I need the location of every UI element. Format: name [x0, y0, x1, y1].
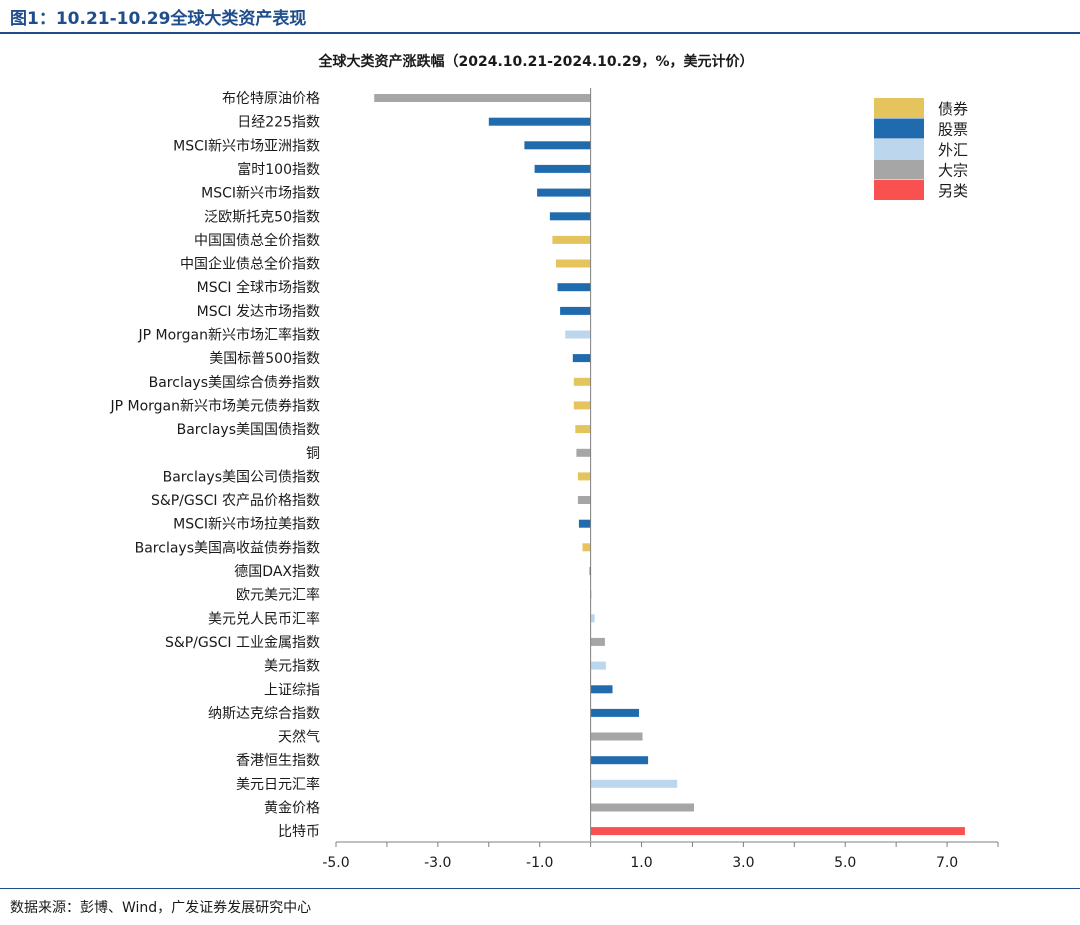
bar	[590, 827, 965, 836]
bottom-rule	[0, 888, 1080, 889]
category-label: Barclays美国高收益债券指数	[135, 539, 320, 556]
category-label: S&P/GSCI 工业金属指数	[165, 635, 320, 651]
legend-swatch	[874, 98, 924, 118]
category-label: 布伦特原油价格	[222, 91, 320, 107]
figure-title: 图1：10.21-10.29全球大类资产表现	[10, 9, 307, 29]
category-label: JP Morgan新兴市场汇率指数	[137, 327, 320, 344]
x-axis: -5.0 -3.0 -1.0 1.0 3.0 5.0 7.0	[322, 88, 999, 871]
category-label: 美国标普500指数	[209, 351, 320, 367]
x-tick-label: 5.0	[834, 855, 856, 871]
chart-title: 全球大类资产涨跌幅（2024.10.21-2024.10.29，%，美元计价）	[318, 53, 754, 70]
category-label: 中国企业债总全价指数	[180, 256, 320, 273]
category-label: MSCI新兴市场指数	[201, 185, 320, 202]
bar	[590, 637, 605, 646]
bar	[549, 212, 591, 221]
bar	[557, 283, 591, 292]
bar	[578, 519, 591, 528]
legend-swatch	[874, 139, 924, 159]
x-tick-label: 3.0	[732, 855, 754, 871]
bar	[552, 235, 591, 244]
bars-layer	[374, 94, 965, 836]
bar-chart: 全球大类资产涨跌幅（2024.10.21-2024.10.29，%，美元计价） …	[109, 53, 999, 871]
bar	[577, 472, 591, 481]
category-label: 上证综指	[264, 682, 320, 698]
category-label: 泛欧斯托克50指数	[204, 209, 320, 225]
bar	[573, 401, 591, 410]
category-label: 天然气	[278, 729, 320, 746]
bar	[577, 496, 591, 504]
bar	[534, 164, 591, 173]
category-label: 富时100指数	[237, 161, 320, 178]
bar	[576, 448, 591, 457]
legend-label: 大宗	[938, 162, 968, 180]
category-label: 日经225指数	[237, 115, 320, 131]
bar	[590, 732, 643, 741]
category-label: Barclays美国公司债指数	[163, 469, 320, 485]
bar	[590, 756, 649, 765]
legend-label: 股票	[938, 121, 968, 139]
x-tick-label: -3.0	[424, 855, 451, 871]
bar	[524, 141, 591, 150]
category-label: 黄金价格	[264, 800, 320, 817]
legend-label: 另类	[938, 182, 968, 200]
category-label: 比特币	[278, 824, 320, 840]
bar	[589, 567, 591, 575]
bar	[488, 117, 591, 126]
bar	[590, 661, 606, 670]
x-tick-label: -1.0	[526, 855, 553, 871]
x-tick-label: 7.0	[936, 855, 958, 871]
top-rule	[0, 32, 1080, 34]
category-label: MSCI 发达市场指数	[197, 303, 320, 320]
source-note: 数据来源：彭博、Wind，广发证券发展研究中心	[10, 900, 312, 916]
category-label: 美元日元汇率	[236, 776, 320, 793]
bar	[556, 259, 591, 268]
legend-label: 债券	[938, 100, 968, 118]
bar	[590, 803, 694, 812]
category-label: 香港恒生指数	[236, 753, 320, 769]
legend-swatch	[874, 118, 924, 139]
bar	[565, 330, 591, 339]
legend-swatch	[874, 180, 924, 200]
category-label: Barclays美国综合债券指数	[149, 375, 320, 391]
bar	[374, 94, 591, 102]
bar	[590, 685, 613, 694]
bar	[537, 188, 591, 197]
bar	[590, 708, 639, 717]
bar	[582, 543, 591, 552]
bar	[573, 377, 591, 386]
category-label: 铜	[306, 446, 320, 462]
x-tick-label: -5.0	[322, 855, 349, 871]
legend-swatch	[874, 159, 924, 180]
category-label: MSCI新兴市场拉美指数	[173, 516, 320, 533]
category-label: 美元兑人民币汇率	[208, 610, 320, 627]
bar	[590, 779, 678, 788]
category-label: JP Morgan新兴市场美元债券指数	[109, 397, 320, 414]
category-label: MSCI 全球市场指数	[197, 279, 320, 296]
category-label: MSCI新兴市场亚洲指数	[173, 137, 320, 154]
category-label: 美元指数	[264, 659, 320, 675]
bar	[560, 306, 591, 315]
category-label: S&P/GSCI 农产品价格指数	[151, 493, 320, 509]
category-label: Barclays美国国债指数	[177, 422, 320, 438]
x-tick-label: 1.0	[630, 855, 652, 871]
bar	[575, 425, 591, 434]
legend-label: 外汇	[938, 141, 968, 159]
bar	[572, 354, 591, 363]
category-label: 德国DAX指数	[234, 564, 320, 580]
category-label: 欧元美元汇率	[236, 587, 320, 604]
category-label: 中国国债总全价指数	[194, 232, 320, 249]
bar	[590, 614, 595, 623]
category-label: 纳斯达克综合指数	[208, 706, 320, 722]
